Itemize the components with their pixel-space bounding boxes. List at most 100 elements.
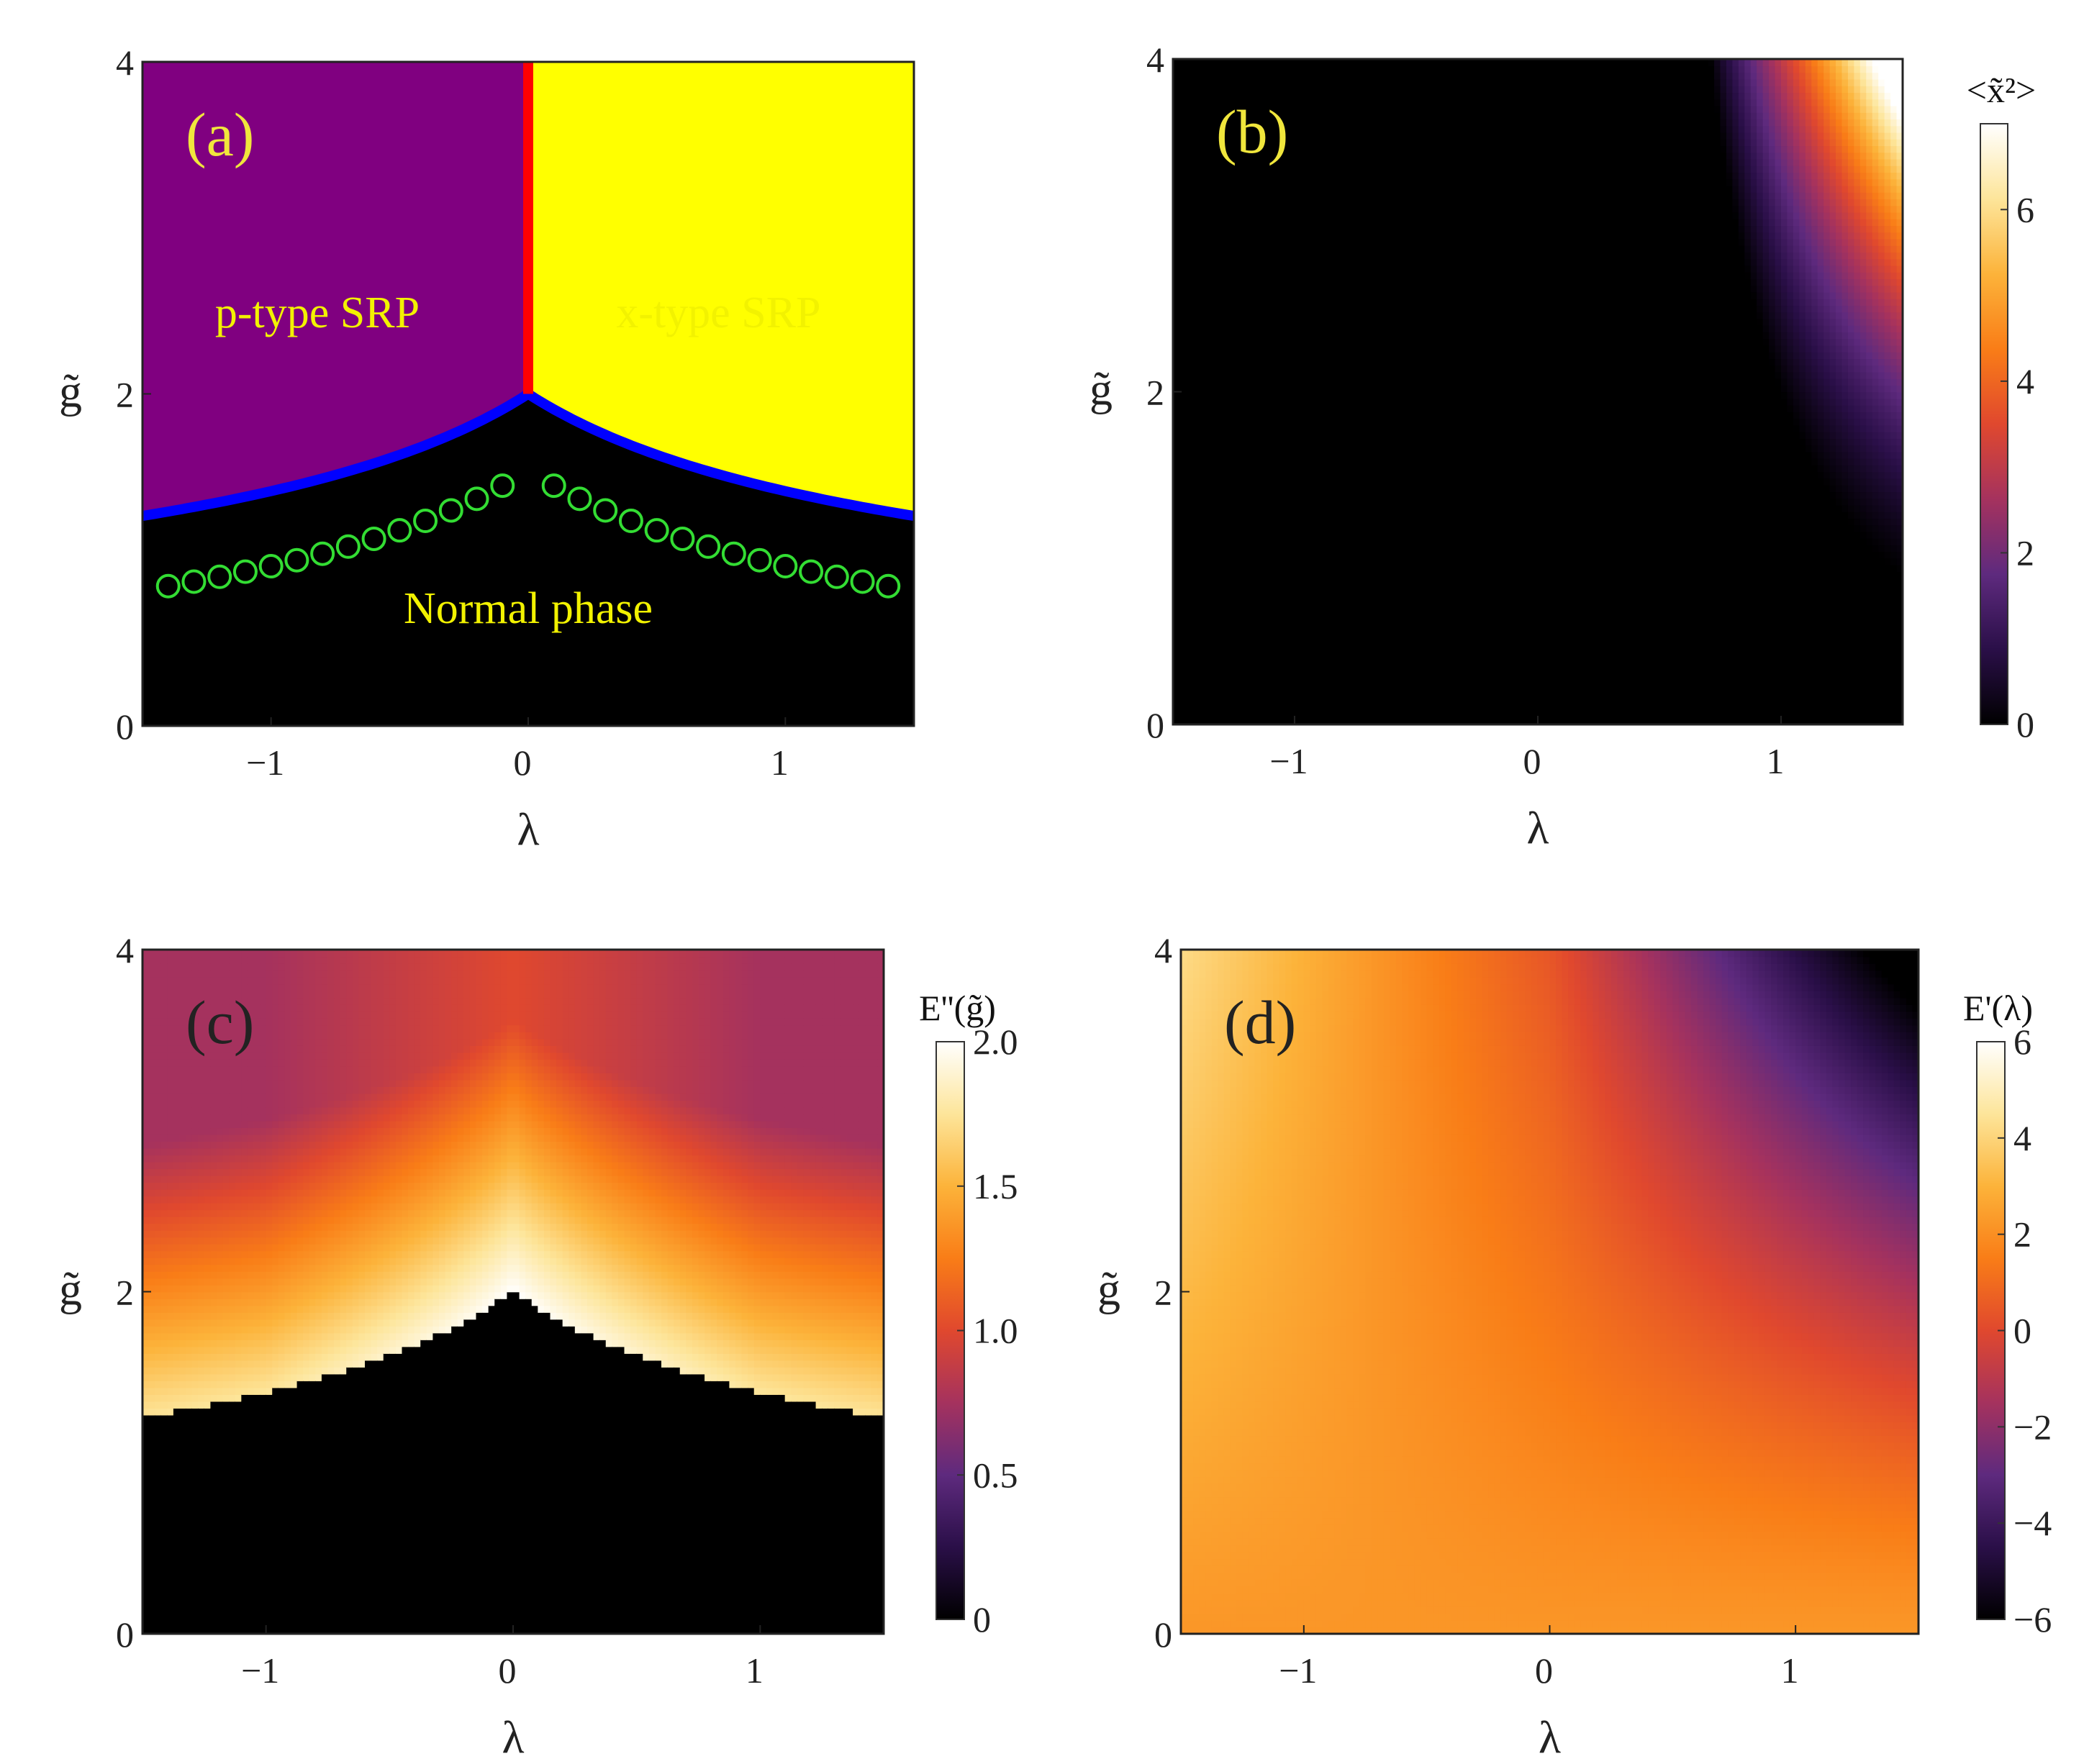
heatmap-cell xyxy=(1404,59,1411,67)
heatmap-cell xyxy=(1221,172,1228,180)
heatmap-cell xyxy=(1343,558,1350,565)
heatmap-cell xyxy=(1191,478,1198,486)
heatmap-cell xyxy=(1397,278,1405,286)
heatmap-cell xyxy=(1233,199,1241,206)
heatmap-cell xyxy=(1258,445,1265,453)
heatmap-cell xyxy=(1184,285,1192,293)
heatmap-cell xyxy=(1288,325,1295,333)
heatmap-cell xyxy=(1349,451,1356,459)
heatmap-cell xyxy=(1251,445,1259,453)
heatmap-cell xyxy=(1197,125,1205,133)
heatmap-cell xyxy=(1239,212,1247,219)
heatmap-cell xyxy=(1464,245,1472,253)
heatmap-cell xyxy=(1197,624,1205,632)
heatmap-cell xyxy=(1337,405,1344,413)
heatmap-cell xyxy=(1179,458,1186,466)
heatmap-cell xyxy=(1173,671,1180,679)
heatmap-cell xyxy=(1410,325,1417,333)
heatmap-cell xyxy=(1349,192,1356,200)
heatmap-cell xyxy=(1440,584,1448,592)
heatmap-cell xyxy=(1197,604,1205,612)
heatmap-cell xyxy=(1446,418,1454,426)
heatmap-cell xyxy=(1404,132,1411,140)
heatmap-cell xyxy=(1288,272,1295,280)
heatmap-cell xyxy=(1209,412,1216,419)
heatmap-cell xyxy=(1251,185,1259,193)
heatmap-cell xyxy=(1191,531,1198,539)
heatmap-cell xyxy=(1325,611,1332,619)
heatmap-cell xyxy=(1258,398,1265,406)
heatmap-cell xyxy=(1191,86,1198,94)
heatmap-cell xyxy=(1203,291,1210,299)
heatmap-cell xyxy=(1440,332,1448,340)
heatmap-cell xyxy=(1295,645,1302,653)
heatmap-cell xyxy=(1434,152,1441,160)
heatmap-cell xyxy=(1434,598,1441,606)
heatmap-cell xyxy=(1397,451,1405,459)
heatmap-cell xyxy=(1215,531,1223,539)
heatmap-cell xyxy=(1306,412,1314,419)
heatmap-cell xyxy=(1428,631,1436,639)
heatmap-cell xyxy=(1184,432,1192,440)
heatmap-cell xyxy=(1191,99,1198,106)
heatmap-cell xyxy=(1313,684,1320,692)
heatmap-cell xyxy=(1288,631,1295,639)
heatmap-cell xyxy=(1416,658,1423,665)
heatmap-cell xyxy=(1464,432,1472,440)
heatmap-cell xyxy=(1282,252,1290,260)
heatmap-cell xyxy=(1367,92,1374,100)
heatmap-cell xyxy=(1251,465,1259,473)
heatmap-cell xyxy=(1392,691,1399,699)
heatmap-cell xyxy=(1318,445,1326,453)
heatmap-cell xyxy=(1276,498,1283,506)
heatmap-cell xyxy=(1313,465,1320,473)
heatmap-cell xyxy=(1246,165,1253,173)
heatmap-cell xyxy=(1361,678,1369,686)
heatmap-cell xyxy=(1459,398,1466,406)
heatmap-cell xyxy=(1434,365,1441,373)
heatmap-cell xyxy=(1203,86,1210,94)
heatmap-cell xyxy=(1385,551,1392,559)
heatmap-cell xyxy=(1313,618,1320,626)
region-label: Normal phase xyxy=(404,584,653,633)
heatmap-cell xyxy=(1452,704,1459,712)
heatmap-cell xyxy=(1464,438,1472,446)
heatmap-cell xyxy=(1373,145,1381,153)
heatmap-cell xyxy=(1397,678,1405,686)
heatmap-cell xyxy=(1264,478,1271,486)
heatmap-cell xyxy=(1331,485,1338,493)
heatmap-cell xyxy=(1392,172,1399,180)
heatmap-cell xyxy=(1313,378,1320,386)
heatmap-cell xyxy=(1446,245,1454,253)
heatmap-cell xyxy=(1173,631,1180,639)
heatmap-cell xyxy=(1440,717,1448,724)
heatmap-cell xyxy=(1355,165,1362,173)
heatmap-cell xyxy=(1446,291,1454,299)
heatmap-cell xyxy=(1233,558,1241,565)
heatmap-cell xyxy=(1203,545,1210,553)
heatmap-cell xyxy=(1288,651,1295,659)
heatmap-cell xyxy=(1239,584,1247,592)
heatmap-cell xyxy=(1373,645,1381,653)
heatmap-cell xyxy=(1397,604,1405,612)
heatmap-cell xyxy=(1228,391,1235,399)
heatmap-cell xyxy=(1434,512,1441,519)
heatmap-cell xyxy=(1349,412,1356,419)
heatmap-cell xyxy=(1246,465,1253,473)
heatmap-cell xyxy=(1221,205,1228,213)
heatmap-cell xyxy=(1397,318,1405,326)
heatmap-cell xyxy=(1251,139,1259,147)
heatmap-cell xyxy=(1422,611,1429,619)
heatmap-cell xyxy=(1355,245,1362,253)
heatmap-cell xyxy=(1221,512,1228,519)
heatmap-cell xyxy=(1221,465,1228,473)
heatmap-cell xyxy=(1276,405,1283,413)
heatmap-cell xyxy=(1318,158,1326,166)
heatmap-cell xyxy=(1318,345,1326,353)
heatmap-cell xyxy=(1331,631,1338,639)
heatmap-cell xyxy=(1282,99,1290,106)
heatmap-cell xyxy=(1337,512,1344,519)
heatmap-cell xyxy=(1313,584,1320,592)
heatmap-cell xyxy=(1203,538,1210,546)
heatmap-cell xyxy=(1215,325,1223,333)
